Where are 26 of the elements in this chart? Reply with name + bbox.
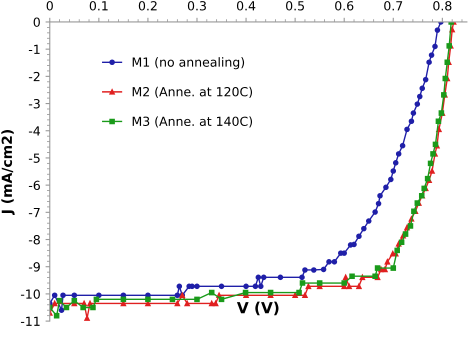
x-tick-label: 0.2 — [138, 1, 157, 11]
x-tick-label: 0.1 — [90, 1, 108, 11]
legend-label: M1 (no annealing) — [132, 57, 244, 70]
y-tick-label: -7 — [28, 208, 40, 218]
y-tick-label: -8 — [28, 234, 40, 244]
x-tick-label: 0.4 — [236, 1, 256, 11]
y-tick-label: -11 — [20, 316, 40, 326]
y-tick-label: -5 — [28, 154, 40, 163]
x-tick-label: 0.3 — [188, 1, 206, 11]
legend-label: M2 (Anne. at 120C) — [132, 86, 252, 98]
y-tick-label: -3 — [28, 99, 40, 108]
y-tick-label: -4 — [28, 126, 40, 136]
y-axis-title: J (mA/cm2) — [1, 130, 15, 215]
x-tick-label: 0.6 — [335, 1, 354, 11]
y-tick-label: -6 — [28, 180, 40, 190]
y-tick-label: -10 — [20, 289, 40, 299]
y-tick-label: -2 — [28, 72, 40, 82]
y-tick-label: -1 — [28, 44, 40, 54]
x-tick-label: 0.8 — [433, 1, 452, 11]
x-tick-label: 0.7 — [384, 1, 402, 11]
x-tick-label: 0 — [46, 1, 53, 11]
y-tick-label: -9 — [28, 262, 40, 272]
y-tick-label: 0 — [34, 17, 40, 27]
legend-label: M3 (Anne. at 140C) — [132, 116, 252, 128]
x-axis-title: V (V) — [236, 302, 278, 316]
x-tick-label: 0.5 — [286, 1, 304, 11]
